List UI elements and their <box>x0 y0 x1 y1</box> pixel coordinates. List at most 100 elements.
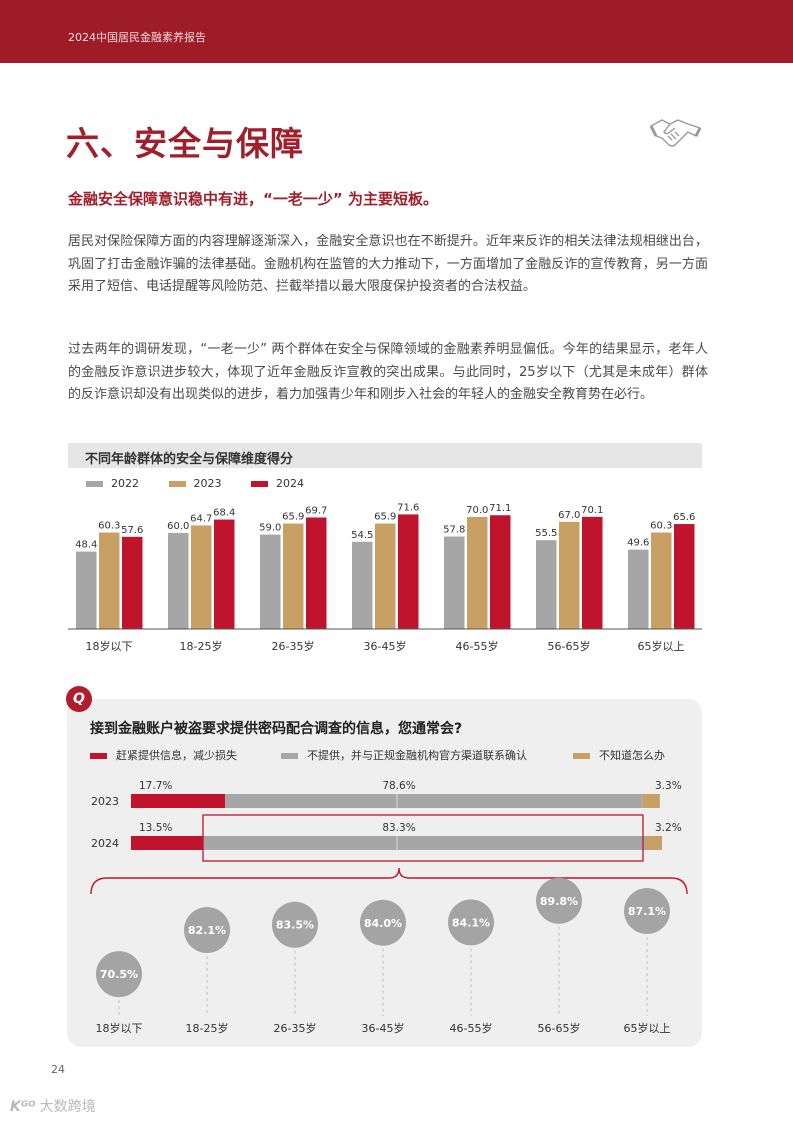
x-tick-label: 36-45岁 <box>364 639 407 653</box>
page-number: 24 <box>51 1063 65 1076</box>
section-title: 六、安全与保障 <box>66 124 304 163</box>
bubble-x-label: 18岁以下 <box>96 1021 143 1035</box>
bubble-1 <box>184 907 230 954</box>
report-title: 2024中国居民金融素养报告 <box>68 31 206 44</box>
bar-value-label: 60.0 <box>167 521 189 532</box>
bubble-label: 84.1% <box>452 916 490 929</box>
bar-chart: 48.460.3 57.618岁以下60.064.768.418-25岁59.06… <box>68 502 702 653</box>
row-label-2024: 2024 <box>91 837 119 850</box>
bar-2024-5 <box>582 516 603 629</box>
bar-2022-3 <box>352 541 373 629</box>
bar-value-label: 57.6 <box>121 525 143 536</box>
bubble-x-label: 36-45岁 <box>362 1021 405 1035</box>
bar-2024-1 <box>214 519 235 629</box>
x-tick-label: 18岁以下 <box>86 639 133 653</box>
paragraph-2: 过去两年的调研发现，“一老一少” 两个群体在安全与保障领域的金融素养明显偏低。今… <box>68 342 708 402</box>
bubble-label: 89.8% <box>540 895 578 908</box>
bar-value-label: 70.0 <box>466 505 488 516</box>
bracket <box>90 867 688 895</box>
highlight-box-2024 <box>202 814 644 862</box>
bar-2022-5 <box>536 540 557 629</box>
bar-2023-5 <box>559 521 580 629</box>
x-tick-label: 26-35岁 <box>272 639 315 653</box>
handshake-icon <box>648 112 704 156</box>
bar-value-label: 59.0 <box>259 523 281 534</box>
bar-value-label: 60.3 <box>98 521 120 532</box>
bar-2024-2 <box>306 517 327 629</box>
x-tick-label: 65岁以上 <box>638 639 685 653</box>
stack-legend-item-1: 赶紧提供信息，减少损失 <box>90 747 237 763</box>
bar-2023-2 <box>283 523 304 629</box>
bar-2022-6 <box>628 549 649 629</box>
seg-label-gray: 83.3% <box>382 822 415 834</box>
bubble-2 <box>272 901 318 948</box>
bubble-label: 84.0% <box>364 917 402 930</box>
bubble-x-label: 26-35岁 <box>274 1021 317 1035</box>
bubble-x-label: 46-55岁 <box>450 1021 493 1035</box>
bar-value-label: 68.4 <box>213 508 235 519</box>
bar-2023-6 <box>651 532 672 629</box>
watermark: Kᴳᴼ 大数跨境 <box>10 1096 96 1116</box>
legend-item-2022: 2022 <box>86 477 139 490</box>
stack-seg-1-2023 <box>224 794 643 808</box>
bar-legend: 2022 2023 2024 <box>86 477 330 490</box>
bubble-label: 82.1% <box>188 924 226 937</box>
chart-title-bar: 不同年龄群体的安全与保障维度得分 <box>68 443 702 468</box>
bar-value-label: 48.4 <box>75 540 97 551</box>
bar-2022-2 <box>260 534 281 629</box>
bar-value-label: 65.6 <box>673 512 695 523</box>
bubble-label: 83.5% <box>276 919 314 932</box>
chart-title: 不同年龄群体的安全与保障维度得分 <box>85 452 294 467</box>
stack-legend-item-2: 不提供，并与正规金融机构官方渠道联系确认 <box>281 747 527 763</box>
bar-2023-3 <box>375 523 396 629</box>
bubble-6 <box>624 888 670 935</box>
bar-2023-0 <box>99 532 120 629</box>
bubble-x-label: 18-25岁 <box>186 1021 229 1035</box>
legend-item-2023: 2023 <box>168 477 222 490</box>
watermark-logo: Kᴳᴼ <box>10 1099 36 1115</box>
seg-label-red: 17.7% <box>139 780 172 792</box>
bar-value-label: 71.6 <box>397 502 419 513</box>
bar-value-label: 57.8 <box>443 525 465 536</box>
bubble-label: 70.5% <box>100 968 138 981</box>
legend-item-2024: 2024 <box>251 477 304 490</box>
stack-legend-item-3: 不知道怎么办 <box>573 747 665 763</box>
bar-2023-4 <box>467 517 488 629</box>
legend-swatch-2023 <box>168 481 186 487</box>
bar-2022-4 <box>444 536 465 629</box>
question-text: 接到金融账户被盗要求提供密码配合调查的信息，您通常会? <box>90 721 463 737</box>
stacked-bar-chart: 2023 17.7% 78.6% 3.3% 2024 13.5% 83.3% 3.2% <box>91 780 682 862</box>
seg-label-red: 13.5% <box>139 822 172 834</box>
bar-value-label: 67.0 <box>558 510 580 521</box>
stack-seg-0-2024 <box>131 836 203 850</box>
bubble-x-label: 56-65岁 <box>538 1021 581 1035</box>
stack-seg-2-2024 <box>645 836 662 850</box>
bubble-4 <box>448 899 494 946</box>
bubble-x-label: 65岁以上 <box>624 1021 671 1035</box>
bar-value-label: 64.7 <box>190 513 212 524</box>
bar-value-label: 65.9 <box>282 512 304 523</box>
bubble-5 <box>536 877 582 924</box>
bar-value-label: 71.1 <box>489 503 511 514</box>
stack-seg-1-2024 <box>202 836 646 850</box>
stack-seg-2-2023 <box>642 794 660 808</box>
bar-value-label: 54.5 <box>351 530 373 541</box>
top-banner: 2024中国居民金融素养报告 <box>0 0 793 63</box>
bubble-3 <box>360 899 406 946</box>
seg-label-gold: 3.3% <box>655 780 682 792</box>
bar-2023-1 <box>191 525 212 629</box>
bar-value-label: 70.1 <box>581 505 603 516</box>
x-tick-label: 56-65岁 <box>548 639 591 653</box>
bar-value-label: 69.7 <box>305 505 327 516</box>
legend-swatch-gray <box>281 753 298 759</box>
bar-2022-0 <box>76 551 97 629</box>
legend-swatch-2024 <box>251 481 268 487</box>
legend-swatch-2022 <box>86 481 103 487</box>
seg-label-gray: 78.6% <box>382 780 415 792</box>
bar-2022-1 <box>168 533 189 629</box>
bar-value-label: 60.3 <box>650 521 672 532</box>
bubble-label: 87.1% <box>628 905 666 918</box>
seg-label-gold: 3.2% <box>655 822 682 834</box>
x-tick-label: 46-55岁 <box>456 639 499 653</box>
paragraph-1: 居民对保险保障方面的内容理解逐渐深入，金融安全意识也在不断提升。近年来反诈的相关… <box>68 234 708 294</box>
